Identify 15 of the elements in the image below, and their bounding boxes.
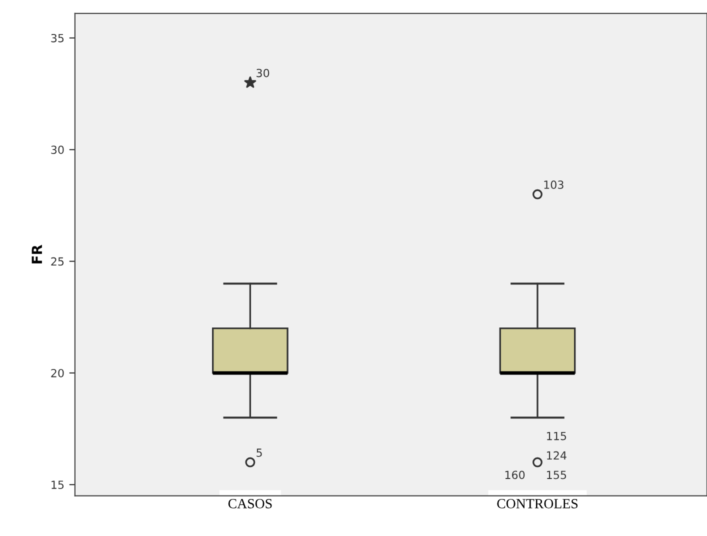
y-tick-label: 30 [51,146,64,154]
x-tick-label: CASOS [228,499,272,508]
annotation: 124 [547,451,566,460]
annotation: 103 [544,180,564,189]
annotation: 160 [505,470,525,480]
annotation: 115 [547,432,566,440]
y-tick-label: 15 [52,480,64,490]
y-tick-label: 25 [51,257,64,266]
y-tick-label: 20 [51,368,64,378]
y-tick-label: 35 [51,34,64,42]
annotation: 5 [256,448,262,457]
annotation: 155 [547,470,566,480]
y-axis-title: FR [32,244,42,264]
x-tick-label: CONTROLES [497,499,578,508]
annotation: 30 [256,68,270,78]
